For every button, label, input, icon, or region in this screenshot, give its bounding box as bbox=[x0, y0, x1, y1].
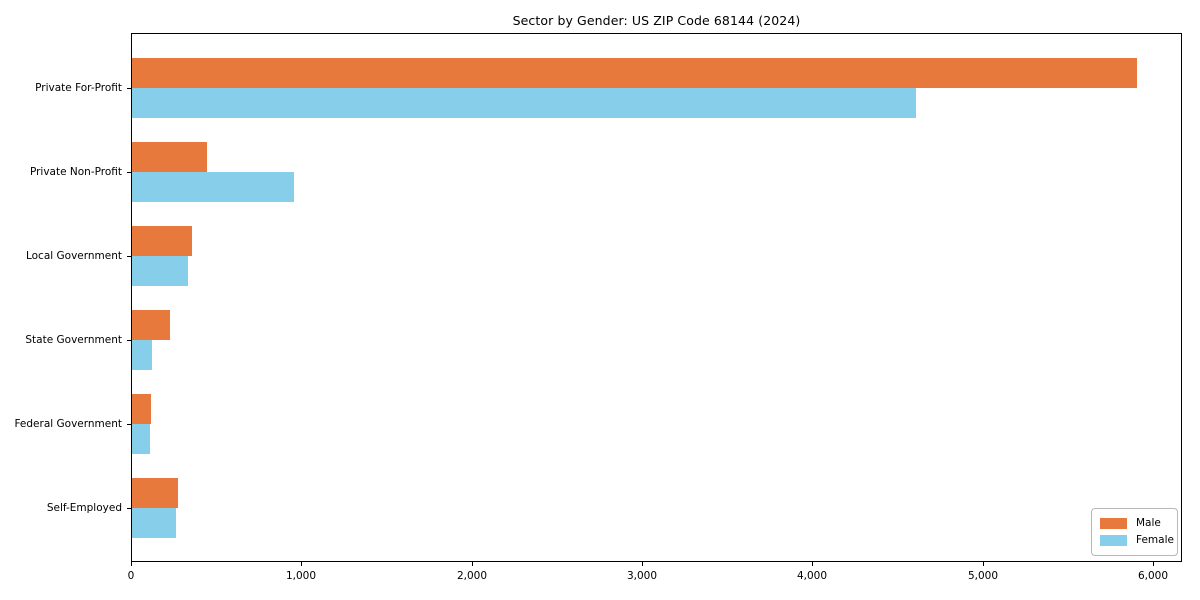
bar-female-state-government bbox=[132, 340, 152, 370]
y-tick-state-government bbox=[127, 340, 131, 341]
bar-male-private-non-profit bbox=[132, 142, 207, 172]
x-tick-4000 bbox=[812, 562, 813, 566]
bar-male-self-employed bbox=[132, 478, 178, 508]
x-tick-label-5000: 5,000 bbox=[967, 570, 999, 582]
x-tick-1000 bbox=[301, 562, 302, 566]
legend-label-male: Male bbox=[1136, 517, 1161, 529]
y-label-local-government: Local Government bbox=[25, 250, 122, 262]
bar-male-private-for-profit bbox=[132, 58, 1137, 88]
y-label-private-for-profit: Private For-Profit bbox=[35, 82, 122, 94]
bar-male-local-government bbox=[132, 226, 192, 256]
x-tick-label-6000: 6,000 bbox=[1137, 570, 1169, 582]
y-tick-local-government bbox=[127, 256, 131, 257]
legend: Male Female bbox=[1091, 508, 1178, 556]
bar-female-private-non-profit bbox=[132, 172, 294, 202]
y-label-self-employed: Self-Employed bbox=[46, 502, 122, 514]
y-label-federal-government: Federal Government bbox=[14, 418, 122, 430]
y-tick-self-employed bbox=[127, 508, 131, 509]
plot-area bbox=[131, 33, 1182, 562]
legend-row-male: Male bbox=[1100, 516, 1169, 531]
x-tick-3000 bbox=[642, 562, 643, 566]
bar-female-self-employed bbox=[132, 508, 176, 538]
y-label-state-government: State Government bbox=[25, 334, 122, 346]
x-tick-label-1000: 1,000 bbox=[285, 570, 317, 582]
bar-female-local-government bbox=[132, 256, 188, 286]
y-label-private-non-profit: Private Non-Profit bbox=[29, 166, 122, 178]
legend-swatch-female bbox=[1100, 535, 1127, 546]
y-tick-federal-government bbox=[127, 424, 131, 425]
bar-female-federal-government bbox=[132, 424, 150, 454]
legend-row-female: Female bbox=[1100, 533, 1174, 548]
bar-female-private-for-profit bbox=[132, 88, 916, 118]
x-tick-5000 bbox=[983, 562, 984, 566]
legend-label-female: Female bbox=[1136, 534, 1174, 546]
bar-male-state-government bbox=[132, 310, 170, 340]
y-tick-private-for-profit bbox=[127, 88, 131, 89]
x-tick-0 bbox=[131, 562, 132, 566]
y-tick-private-non-profit bbox=[127, 172, 131, 173]
legend-swatch-male bbox=[1100, 518, 1127, 529]
x-tick-label-0: 0 bbox=[127, 570, 135, 582]
x-tick-label-3000: 3,000 bbox=[626, 570, 658, 582]
x-tick-label-2000: 2,000 bbox=[456, 570, 488, 582]
chart-title: Sector by Gender: US ZIP Code 68144 (202… bbox=[512, 13, 801, 28]
x-tick-label-4000: 4,000 bbox=[796, 570, 828, 582]
x-tick-2000 bbox=[472, 562, 473, 566]
bar-male-federal-government bbox=[132, 394, 151, 424]
x-tick-6000 bbox=[1153, 562, 1154, 566]
